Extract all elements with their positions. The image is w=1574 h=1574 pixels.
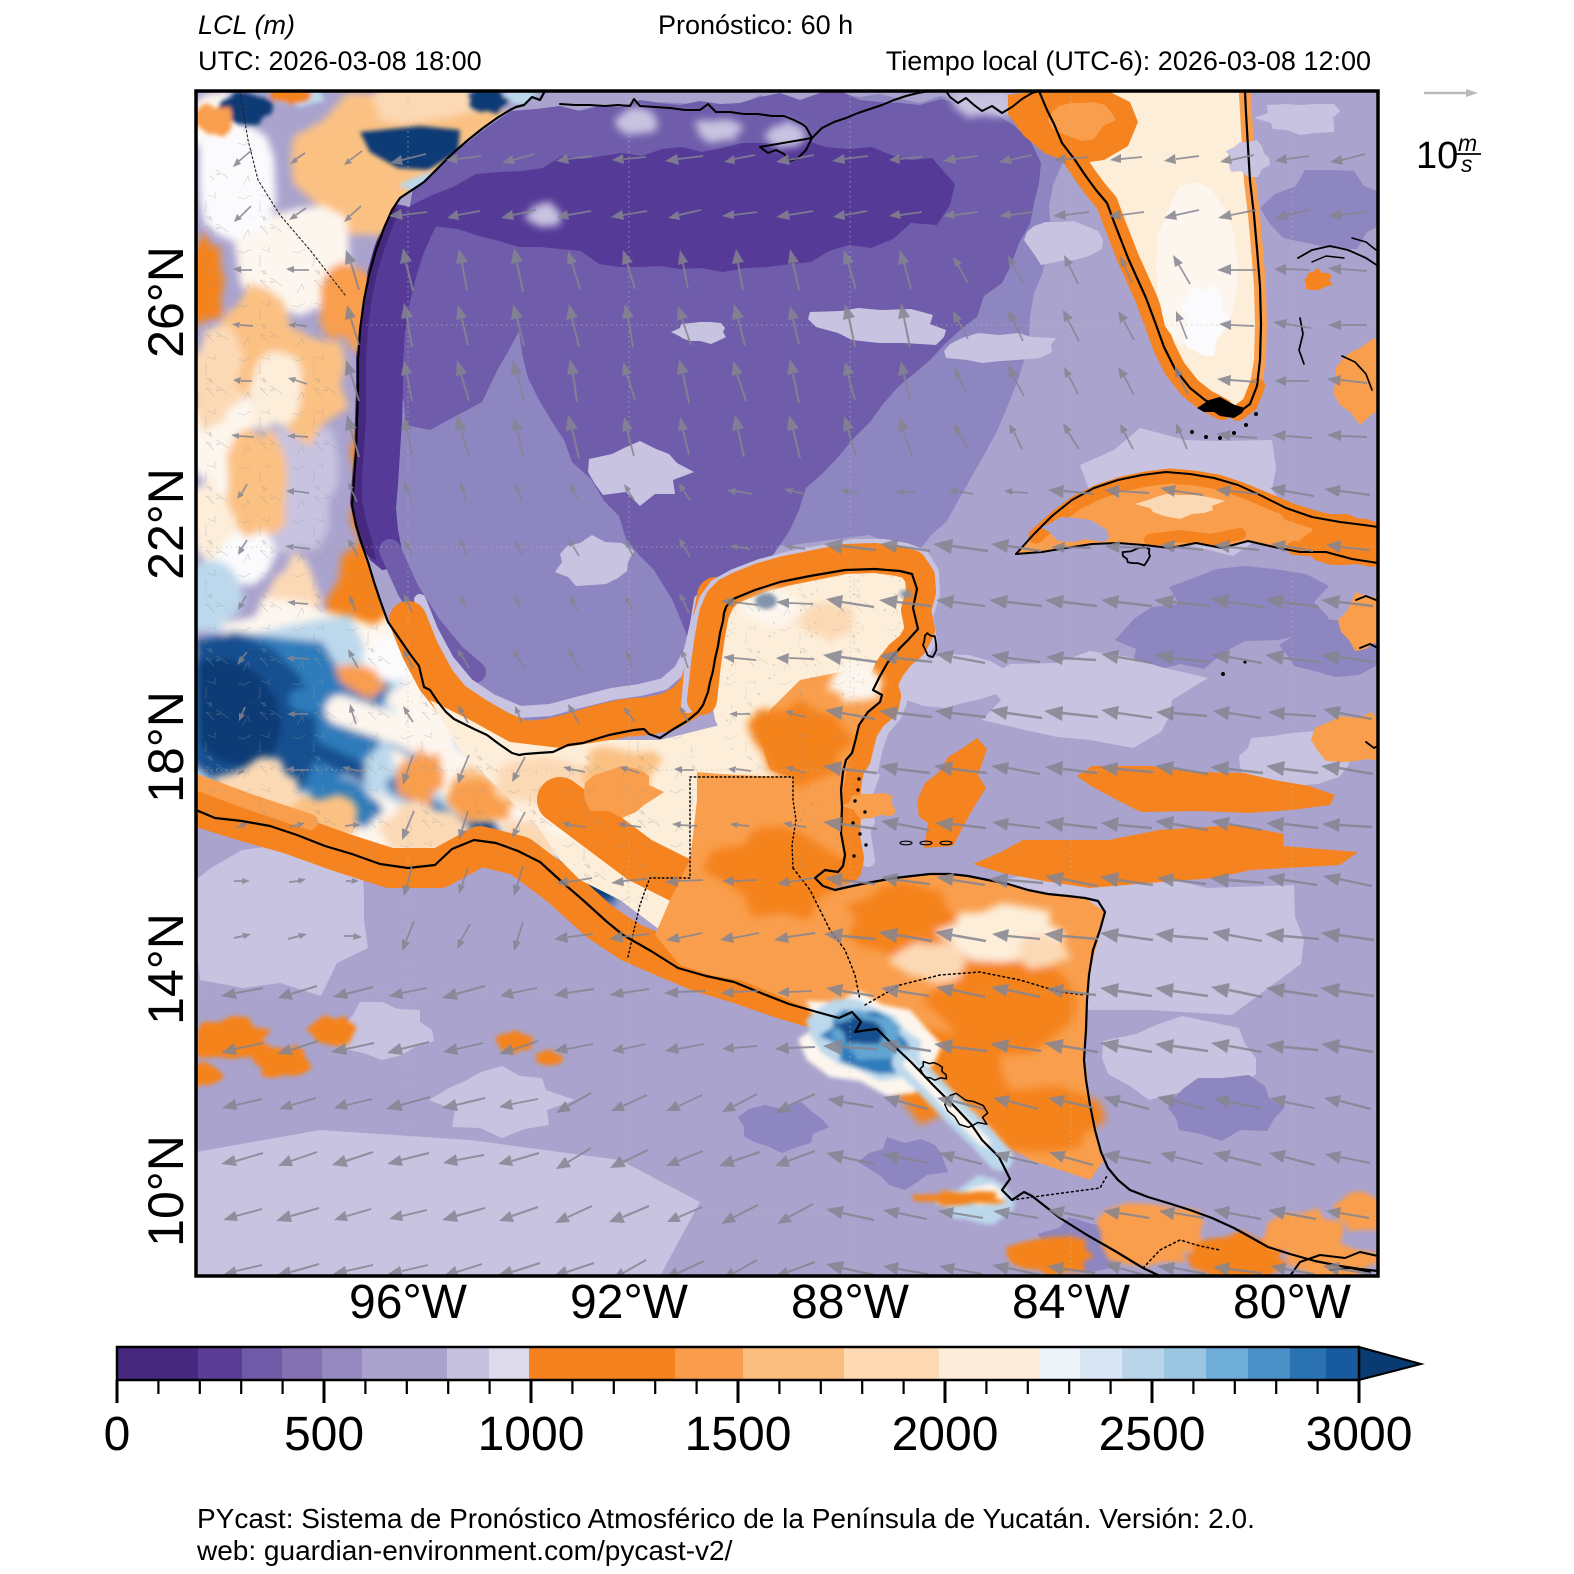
svg-text:3000: 3000 [1306, 1408, 1413, 1461]
svg-text:m: m [1458, 130, 1477, 156]
svg-text:88°W: 88°W [791, 1276, 910, 1329]
svg-text:22°N: 22°N [138, 468, 194, 580]
svg-text:84°W: 84°W [1012, 1276, 1131, 1329]
svg-text:1000: 1000 [478, 1408, 585, 1461]
svg-text:Pronóstico: 60 h: Pronóstico: 60 h [658, 10, 853, 40]
svg-text:14°N: 14°N [138, 913, 194, 1025]
svg-text:UTC: 2026-03-08 18:00: UTC: 2026-03-08 18:00 [198, 46, 482, 76]
svg-text:92°W: 92°W [570, 1276, 689, 1329]
svg-text:0: 0 [104, 1408, 131, 1461]
svg-text:18°N: 18°N [138, 691, 194, 803]
svg-text:LCL (m): LCL (m) [198, 10, 295, 40]
svg-text:10°N: 10°N [138, 1135, 194, 1247]
svg-text:PYcast: Sistema de Pronóstico: PYcast: Sistema de Pronóstico Atmosféric… [197, 1503, 1255, 1534]
svg-text:web: guardian-environment.com/: web: guardian-environment.com/pycast-v2/ [196, 1535, 733, 1566]
svg-text:80°W: 80°W [1233, 1276, 1352, 1329]
svg-text:10: 10 [1416, 135, 1458, 177]
svg-text:96°W: 96°W [349, 1276, 468, 1329]
svg-text:26°N: 26°N [138, 246, 194, 358]
svg-text:1500: 1500 [685, 1408, 792, 1461]
svg-text:2500: 2500 [1099, 1408, 1206, 1461]
svg-text:500: 500 [284, 1408, 364, 1461]
svg-text:s: s [1461, 151, 1473, 177]
svg-text:2000: 2000 [892, 1408, 999, 1461]
svg-text:Tiempo local (UTC-6): 2026-03-: Tiempo local (UTC-6): 2026-03-08 12:00 [886, 46, 1371, 76]
